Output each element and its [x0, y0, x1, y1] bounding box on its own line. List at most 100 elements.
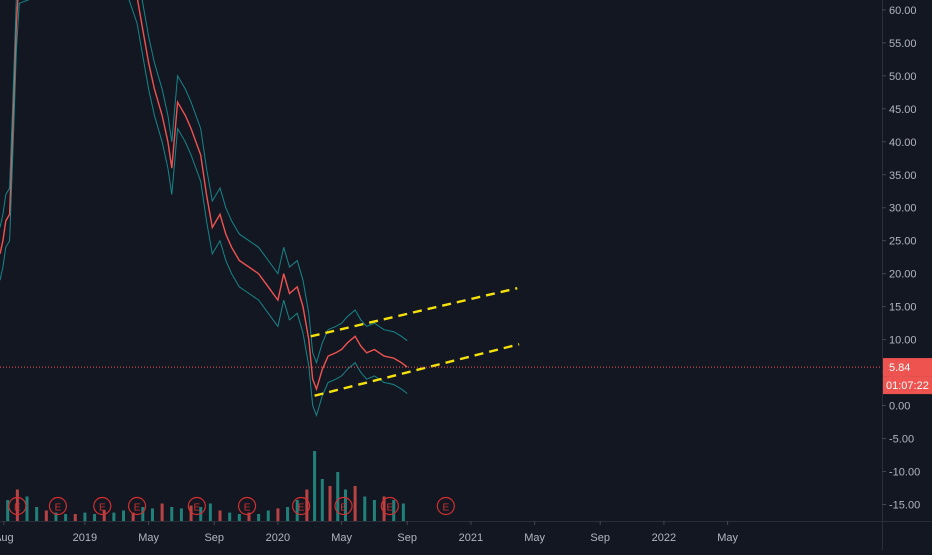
earnings-marker-icon[interactable] — [436, 496, 455, 516]
volume-bar — [112, 512, 116, 521]
volume-bar — [353, 486, 357, 521]
volume-bar — [257, 514, 261, 521]
volume-bar — [247, 512, 251, 521]
earnings-marker-icon[interactable] — [127, 496, 147, 516]
volume-bar — [286, 507, 290, 521]
volume-bar — [343, 489, 347, 521]
earnings-marker-label: E — [14, 503, 21, 514]
time-tick-label: May — [331, 532, 352, 544]
volume-bar — [320, 479, 324, 521]
volume-bar — [382, 496, 386, 521]
volume-bar — [305, 489, 309, 521]
price-series-line — [0, 0, 408, 392]
earnings-marker-label: E — [134, 503, 141, 514]
volume-bar — [401, 503, 405, 521]
current-price-badge — [883, 358, 932, 377]
volume-bar — [328, 486, 332, 521]
volume-bar — [122, 510, 126, 521]
volume-bar — [170, 507, 174, 521]
volume-bar — [237, 514, 241, 521]
volume-bar — [276, 508, 280, 521]
volume-bar — [372, 500, 376, 521]
price-tick-label: 0.00 — [889, 401, 910, 413]
volume-bar — [228, 512, 232, 521]
time-tick-label: 2020 — [266, 532, 290, 544]
time-tick-label: Sep — [204, 532, 224, 544]
time-tick-label: 2021 — [459, 532, 483, 544]
price-tick-label: 55.00 — [889, 38, 917, 50]
earnings-marker-icon[interactable] — [237, 496, 257, 516]
volume-bar — [6, 500, 10, 521]
volume-bar — [44, 510, 48, 521]
volume-bar — [160, 503, 164, 521]
bollinger-lower-line — [0, 0, 408, 418]
volume-bar — [266, 510, 270, 521]
time-tick-label: May — [524, 532, 545, 544]
earnings-marker-label: E — [194, 503, 201, 514]
earnings-marker-label: E — [99, 503, 106, 514]
volume-bar — [54, 512, 58, 521]
earnings-marker-icon[interactable] — [380, 496, 399, 516]
channel-lower-line[interactable] — [314, 343, 520, 397]
earnings-marker-label: E — [55, 503, 62, 514]
volume-bar — [93, 514, 97, 521]
volume-bar — [189, 505, 193, 521]
volume-bar — [141, 507, 145, 521]
price-tick-label: 15.00 — [889, 302, 917, 314]
price-tick-label: 25.00 — [889, 236, 917, 248]
volume-bar — [64, 514, 68, 521]
earnings-marker-icon[interactable] — [48, 496, 67, 516]
volume-bar — [15, 489, 19, 521]
price-tick-label: 10.00 — [889, 335, 917, 347]
time-tick-label: May — [138, 532, 159, 544]
current-price-label: 5.84 — [889, 362, 910, 374]
earnings-marker-icon[interactable] — [187, 496, 206, 516]
price-tick-label: 45.00 — [889, 104, 917, 116]
volume-bar — [208, 503, 212, 521]
earnings-marker-icon[interactable] — [93, 496, 112, 516]
volume-bar — [102, 510, 106, 521]
volume-bar — [35, 507, 39, 521]
time-tick-label: 2019 — [73, 532, 97, 544]
price-tick-label: -10.00 — [889, 467, 920, 479]
price-tick-label: 30.00 — [889, 203, 917, 215]
volume-bar — [218, 510, 222, 521]
earnings-marker-label: E — [340, 503, 347, 514]
earnings-marker-label: E — [244, 503, 251, 514]
earnings-marker-icon[interactable] — [8, 496, 27, 516]
price-tick-label: -15.00 — [889, 500, 920, 512]
volume-bar — [392, 500, 396, 521]
volume-bar — [336, 472, 340, 521]
volume-bar — [83, 512, 87, 521]
earnings-marker-label: E — [442, 503, 449, 514]
volume-bar — [131, 512, 135, 521]
earnings-marker-label: E — [387, 503, 394, 514]
time-tick-label: May — [717, 532, 738, 544]
time-tick-label: 2022 — [652, 532, 676, 544]
price-tick-label: 20.00 — [889, 269, 917, 281]
volume-bar — [295, 500, 299, 521]
price-tick-label: -5.00 — [889, 434, 914, 446]
price-tick-label: 40.00 — [889, 137, 917, 149]
countdown-label: 01:07:22 — [886, 380, 929, 392]
earnings-marker-icon[interactable] — [291, 496, 311, 516]
volume-bar — [313, 451, 317, 521]
volume-bar — [25, 496, 29, 521]
volume-bar — [179, 508, 183, 521]
price-tick-label: 35.00 — [889, 170, 917, 182]
countdown-badge — [883, 376, 932, 395]
volume-bar — [73, 514, 77, 521]
earnings-marker-icon[interactable] — [334, 496, 353, 516]
time-tick-label: Sep — [397, 532, 417, 544]
price-tick-label: 50.00 — [889, 71, 917, 83]
bollinger-upper-line — [0, 0, 408, 365]
volume-bar — [363, 496, 367, 521]
earnings-marker-label: E — [298, 503, 305, 514]
volume-bar — [150, 508, 154, 521]
time-tick-label: Aug — [0, 532, 14, 544]
time-tick-label: Sep — [590, 532, 610, 544]
channel-upper-line[interactable] — [310, 287, 518, 338]
price-tick-label: 60.00 — [889, 5, 917, 17]
